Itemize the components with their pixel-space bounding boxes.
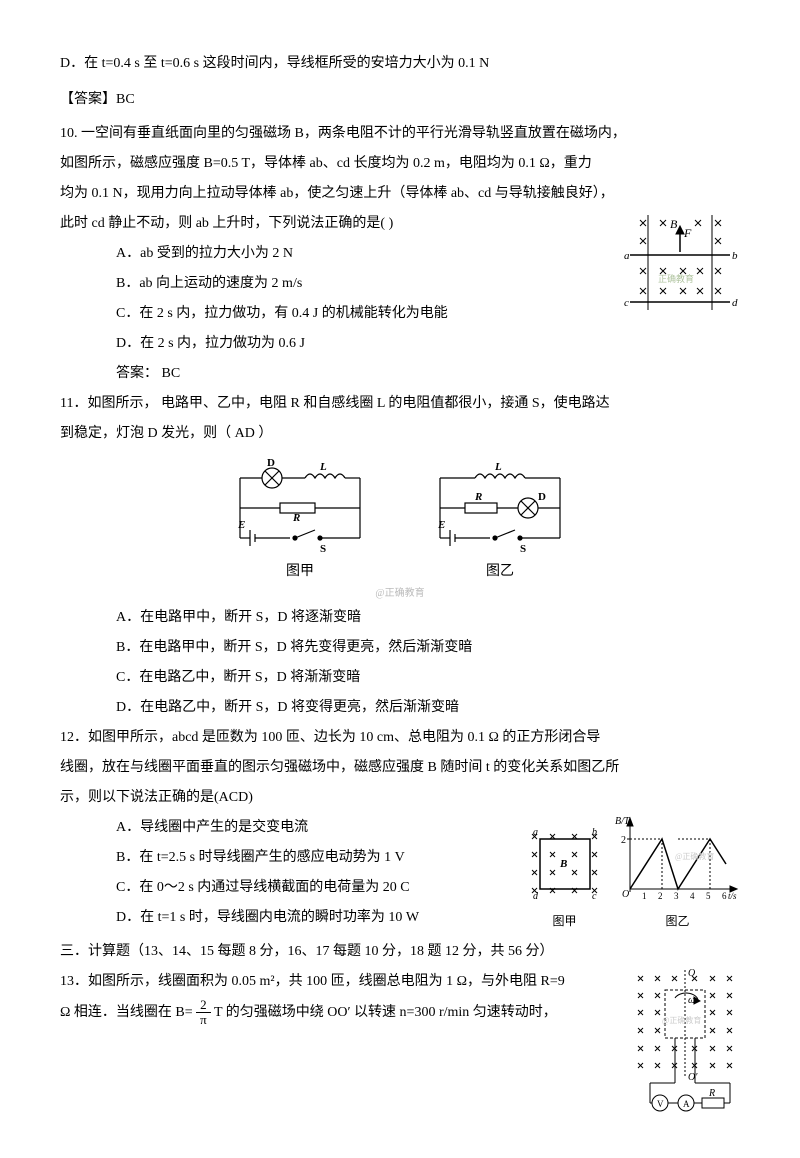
svg-text:6: 6 [722,891,727,901]
q13-frac-den: π [196,1013,211,1027]
svg-text:2: 2 [621,835,626,846]
q11-yi-e: E [437,519,445,531]
svg-text:@正确教育: @正确教育 [662,1015,701,1025]
svg-text:B/T: B/T [615,816,631,827]
q10-label-a: a [624,250,630,262]
q10-stem-1: 10. 一空间有垂直纸面向里的匀强磁场 B，两条电阻不计的平行光滑导轨竖直放置在… [60,120,740,148]
q13-figure: O ω O′ V A R @正确教育 [630,968,740,1118]
q10-label-f: F [683,226,692,240]
q12-figures: a b c d B 图甲 [522,814,740,933]
svg-text:O: O [622,889,629,900]
q12-stem-1: 12．如图甲所示，abcd 是匝数为 100 匝、边长为 10 cm、总电阻为 … [60,724,740,752]
q11-jia-r: R [292,512,300,524]
q11-yi-d: D [538,491,546,503]
q11-option-d: D．在电路乙中，断开 S，D 将变得更亮，然后渐渐变暗 [60,694,740,722]
svg-text:4: 4 [690,891,695,901]
q11-jia-l: L [319,461,327,473]
q13-stem-2a: Ω 相连．当线圈在 B= [60,1005,193,1020]
section-3-heading: 三．计算题（13、14、15 每题 8 分，16、17 每题 10 分，18 题… [60,938,740,966]
svg-text:b: b [592,827,597,838]
svg-text:t/s: t/s [728,891,737,901]
svg-text:A: A [683,1099,690,1109]
q12-figure-jia: a b c d B 图甲 [522,824,607,933]
q12-cap-yi: 图乙 [615,909,740,933]
q11-jia-s: S [320,543,326,555]
q11-figure-jia: D L R E S 图甲 [220,458,380,586]
q11-yi-s: S [520,543,526,555]
q13-stem-2b: T 的匀强磁场中绕 OO′ 以转速 n=300 r/min 匀速转动时， [214,1005,557,1020]
svg-text:c: c [592,891,597,902]
q11-stem-1: 11．如图所示， 电路甲、乙中，电阻 R 和自感线圈 L 的电阻值都很小，接通 … [60,390,740,418]
svg-text:1: 1 [642,891,647,901]
q11-figures: D L R E S 图甲 [60,458,740,586]
q10-option-d: D．在 2 s 内，拉力做功为 0.6 J [60,330,740,358]
answer-bc: 【答案】BC [60,86,740,114]
q10-answer: 答案： BC [60,360,740,388]
svg-text:d: d [533,891,539,902]
svg-text:O′: O′ [688,1072,698,1083]
q10-label-b2: b [732,250,738,262]
q11-option-c: C．在电路乙中，断开 S，D 将渐渐变暗 [60,664,740,692]
q11-caption-yi: 图乙 [420,558,580,586]
q11-jia-d: D [267,458,275,469]
q10-stem-2: 如图所示，磁感应强度 B=0.5 T，导体棒 ab、cd 长度均为 0.2 m，… [60,150,740,178]
option-d-text: D．在 t=0.4 s 至 t=0.6 s 这段时间内，导线框所受的安培力大小为… [60,50,740,78]
svg-text:V: V [657,1099,664,1109]
q12-cap-jia: 图甲 [522,909,607,933]
q11-stem-2: 到稳定，灯泡 D 发光，则（ AD ） [60,420,740,448]
q10-label-b: B [670,217,678,231]
q10-figure: B F a b c d 正确教育 [620,210,740,315]
q13-frac-num: 2 [196,998,211,1013]
svg-text:5: 5 [706,891,711,901]
q11-caption-jia: 图甲 [220,558,380,586]
q12-stem-3: 示，则以下说法正确的是(ACD) [60,784,740,812]
q11-option-b: B．在电路甲中，断开 S，D 将先变得更亮，然后渐渐变暗 [60,634,740,662]
svg-text:3: 3 [674,891,679,901]
q11-yi-l: L [494,461,502,473]
q11-yi-r: R [474,491,482,503]
svg-text:ω: ω [688,995,695,1006]
svg-text:a: a [533,827,538,838]
q11-option-a: A．在电路甲中，断开 S，D 将逐渐变暗 [60,604,740,632]
q13-fraction: 2 π [196,998,211,1028]
q10-label-c: c [624,297,629,309]
q10-watermark: 正确教育 [658,273,694,284]
svg-text:B: B [559,858,567,870]
q11-watermark: @正确教育 [60,584,740,604]
q11-jia-e: E [237,519,245,531]
q10-label-d: d [732,297,738,309]
q12-stem-2: 线圈，放在与线圈平面垂直的图示匀强磁场中，磁感应强度 B 随时间 t 的变化关系… [60,754,740,782]
svg-text:O: O [688,968,695,979]
q12-figure-yi: B/T 2 O 1 2 3 4 5 6 t/s @正确教育 图乙 [615,814,740,933]
svg-text:R: R [708,1088,715,1099]
q11-figure-yi: L R D E S 图乙 [420,458,580,586]
q10-stem-3: 均为 0.1 N，现用力向上拉动导体棒 ab，使之匀速上升（导体棒 ab、cd … [60,180,740,208]
svg-text:@正确教育: @正确教育 [675,851,714,861]
svg-text:2: 2 [658,891,663,901]
